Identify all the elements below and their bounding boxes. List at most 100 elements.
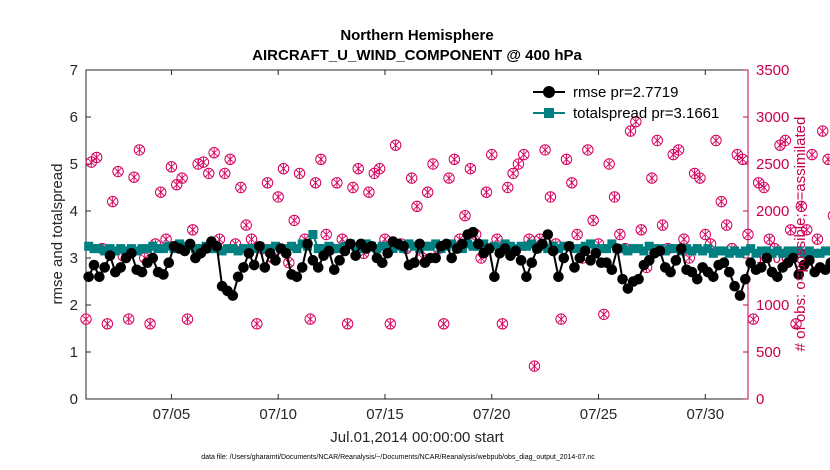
totalspread-point bbox=[516, 241, 526, 251]
obs-assimilated-marker bbox=[679, 234, 688, 245]
obs-point bbox=[742, 228, 754, 241]
obs-assimilated-marker bbox=[695, 173, 704, 184]
obs-assimilated-marker bbox=[332, 177, 341, 188]
obs-point bbox=[90, 151, 103, 164]
totalspread-point bbox=[660, 246, 670, 256]
x-axis-label: Jul.01,2014 00:00:00 start bbox=[330, 429, 504, 446]
totalspread-point bbox=[335, 244, 345, 254]
totalspread-point bbox=[425, 241, 435, 251]
totalspread-point bbox=[762, 246, 772, 256]
y-tick-label: 0 bbox=[70, 391, 78, 408]
obs-assimilated-marker bbox=[306, 314, 315, 325]
obs-point bbox=[587, 214, 599, 227]
y-tick-label: 6 bbox=[70, 109, 78, 126]
obs-point bbox=[512, 158, 525, 170]
rmse-point bbox=[729, 280, 740, 292]
obs-assimilated-marker bbox=[210, 147, 219, 158]
rmse-point bbox=[654, 245, 666, 257]
obs-possible-marker bbox=[165, 161, 178, 173]
obs-point bbox=[235, 181, 247, 194]
totalspread-point bbox=[708, 248, 718, 258]
totalspread-point bbox=[319, 244, 329, 254]
obs-point bbox=[822, 153, 830, 165]
rmse-point bbox=[691, 273, 703, 285]
totalspread-point bbox=[783, 246, 793, 256]
y2-axis-label: # of obs: o=possible; ×=assimilated bbox=[792, 117, 809, 352]
rmse-point bbox=[537, 238, 548, 250]
obs-possible-marker bbox=[715, 195, 728, 208]
rmse-point bbox=[521, 271, 532, 283]
obs-assimilated-marker bbox=[279, 163, 288, 174]
totalspread-point bbox=[714, 246, 724, 256]
totalspread-point bbox=[810, 248, 820, 258]
obs-point bbox=[715, 195, 728, 208]
obs-assimilated-marker bbox=[743, 229, 753, 240]
rmse-point bbox=[312, 262, 324, 273]
obs-point bbox=[480, 186, 493, 198]
y-tick-label: 4 bbox=[70, 203, 78, 220]
obs-possible-marker bbox=[203, 167, 215, 180]
obs-possible-marker bbox=[528, 360, 541, 372]
rmse-point bbox=[793, 269, 805, 280]
obs-possible-marker bbox=[224, 153, 236, 166]
y-tick-label: 1 bbox=[70, 344, 78, 361]
obs-assimilated-marker bbox=[167, 161, 176, 172]
obs-possible-marker bbox=[582, 144, 594, 156]
totalspread-point bbox=[404, 239, 414, 249]
rmse-point bbox=[158, 269, 169, 280]
obs-point bbox=[277, 163, 290, 175]
rmse-point bbox=[489, 271, 500, 283]
obs-point bbox=[496, 318, 509, 330]
rmse-point bbox=[772, 271, 783, 283]
obs-point bbox=[347, 181, 359, 194]
obs-point bbox=[779, 134, 792, 147]
obs-assimilated-marker bbox=[631, 116, 640, 127]
x-tick-label: 07/15 bbox=[366, 406, 404, 423]
rmse-point bbox=[232, 271, 244, 283]
totalspread-point bbox=[644, 241, 654, 251]
totalspread-point bbox=[260, 244, 270, 254]
obs-possible-marker bbox=[272, 191, 284, 203]
totalspread-point bbox=[724, 248, 734, 258]
obs-possible-marker bbox=[496, 318, 509, 330]
totalspread-point bbox=[596, 244, 606, 254]
totalspread-point bbox=[687, 246, 697, 256]
obs-point bbox=[272, 191, 284, 203]
rmse-point bbox=[473, 238, 484, 250]
obs-possible-marker bbox=[421, 186, 434, 198]
obs-possible-marker bbox=[464, 163, 477, 175]
obs-assimilated-marker bbox=[199, 157, 208, 168]
rmse-point bbox=[382, 248, 393, 259]
rmse-point bbox=[302, 238, 313, 250]
obs-assimilated-marker bbox=[573, 229, 582, 240]
obs-point bbox=[197, 156, 210, 168]
obs-point bbox=[630, 116, 642, 128]
obs-point bbox=[181, 313, 194, 325]
obs-possible-marker bbox=[235, 181, 247, 194]
obs-point bbox=[801, 224, 813, 236]
obs-possible-marker bbox=[112, 165, 124, 178]
rmse-point bbox=[366, 240, 377, 252]
obs-assimilated-marker bbox=[322, 229, 331, 240]
rmse-point bbox=[446, 252, 458, 264]
obs-point bbox=[219, 167, 231, 180]
obs-assimilated-marker bbox=[135, 144, 144, 155]
totalspread-point bbox=[634, 244, 644, 254]
obs-assimilated-marker bbox=[412, 201, 422, 212]
obs-possible-marker bbox=[624, 125, 637, 137]
obs-point bbox=[720, 219, 733, 231]
totalspread-point bbox=[222, 244, 232, 254]
obs-possible-marker bbox=[219, 167, 231, 180]
obs-possible-marker bbox=[544, 191, 557, 203]
obs-assimilated-marker bbox=[108, 196, 117, 207]
obs-assimilated-marker bbox=[802, 224, 811, 235]
totalspread-point bbox=[527, 239, 537, 249]
obs-possible-marker bbox=[763, 233, 776, 245]
obs-assimilated-marker bbox=[236, 182, 245, 193]
obs-assimilated-marker bbox=[557, 314, 566, 325]
obs-possible-marker bbox=[747, 313, 760, 325]
obs-possible-marker bbox=[512, 158, 525, 170]
totalspread-point bbox=[287, 241, 297, 251]
rmse-point bbox=[515, 255, 527, 266]
rmse-point bbox=[296, 262, 308, 273]
